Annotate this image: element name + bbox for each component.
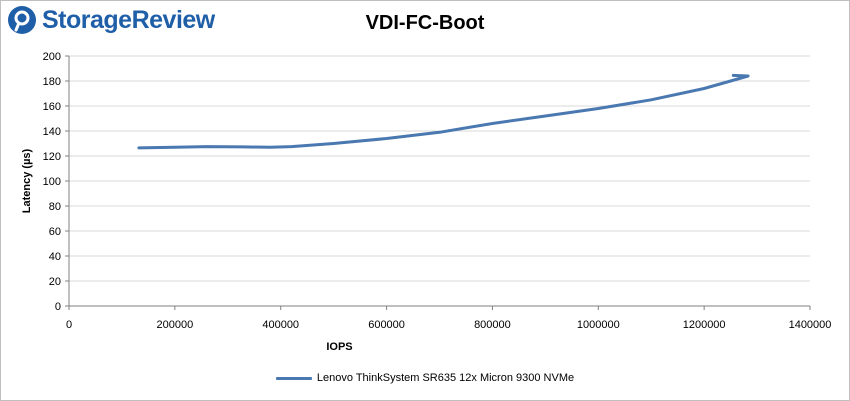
storagereview-logo: StorageReview bbox=[7, 5, 215, 35]
x-tick-label: 1200000 bbox=[683, 319, 726, 331]
brand-name: StorageReview bbox=[42, 5, 215, 34]
legend-label: Lenovo ThinkSystem SR635 12x Micron 9300… bbox=[316, 372, 575, 384]
y-tick-label: 40 bbox=[49, 251, 61, 263]
y-axis-label: Latency (µs) bbox=[21, 148, 33, 213]
y-tick-label: 200 bbox=[43, 51, 61, 63]
x-tick-label: 1000000 bbox=[577, 319, 620, 331]
legend: Lenovo ThinkSystem SR635 12x Micron 9300… bbox=[0, 372, 850, 384]
y-tick-label: 60 bbox=[49, 226, 61, 238]
y-tick-label: 80 bbox=[49, 201, 61, 213]
y-tick-label: 140 bbox=[43, 126, 61, 138]
y-tick-label: 0 bbox=[55, 301, 61, 313]
storagereview-logo-icon bbox=[8, 6, 36, 34]
y-tick-label: 20 bbox=[49, 276, 61, 288]
x-axis-label: IOPS bbox=[326, 341, 352, 353]
y-tick-label: 160 bbox=[43, 101, 61, 113]
series-line bbox=[137, 73, 750, 150]
x-tick-label: 200000 bbox=[156, 319, 193, 331]
x-tick-label: 800000 bbox=[474, 319, 511, 331]
x-tick-label: 400000 bbox=[262, 319, 299, 331]
y-tick-label: 180 bbox=[43, 76, 61, 88]
y-tick-label: 120 bbox=[43, 151, 61, 163]
y-tick-label: 100 bbox=[43, 176, 61, 188]
legend-swatch bbox=[275, 376, 312, 380]
x-tick-label: 1400000 bbox=[789, 319, 832, 331]
x-tick-label: 600000 bbox=[368, 319, 405, 331]
chart-title: VDI-FC-Boot bbox=[365, 12, 485, 34]
x-tick-label: 0 bbox=[66, 319, 72, 331]
